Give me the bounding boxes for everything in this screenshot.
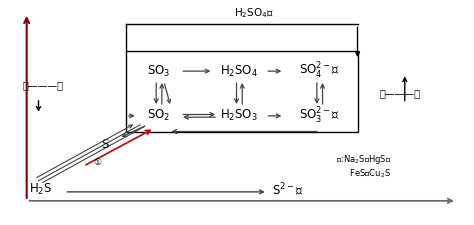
Text: H$_2$SO$_4$: H$_2$SO$_4$ <box>220 64 258 79</box>
Text: ①: ① <box>93 158 101 167</box>
Text: H$_2$S: H$_2$S <box>29 182 52 197</box>
Text: 加———剂: 加———剂 <box>380 88 420 99</box>
Text: SO$_2$: SO$_2$ <box>147 108 171 123</box>
Text: 加———剂: 加———剂 <box>23 81 64 91</box>
Text: S$^{2-}$盐: S$^{2-}$盐 <box>273 181 304 198</box>
Text: 如:Na$_2$S、HgS、
     FeS、Cu$_2$S: 如:Na$_2$S、HgS、 FeS、Cu$_2$S <box>336 153 392 180</box>
Text: H$_2$SO$_4$浓: H$_2$SO$_4$浓 <box>234 6 273 20</box>
Bar <box>126 51 357 131</box>
Text: SO$_4^{2-}$盐: SO$_4^{2-}$盐 <box>300 61 340 81</box>
Text: SO$_3^{2-}$盐: SO$_3^{2-}$盐 <box>300 106 340 126</box>
Text: H$_2$SO$_3$: H$_2$SO$_3$ <box>220 108 258 123</box>
Text: S: S <box>101 138 109 151</box>
Text: SO$_3$: SO$_3$ <box>147 64 171 79</box>
